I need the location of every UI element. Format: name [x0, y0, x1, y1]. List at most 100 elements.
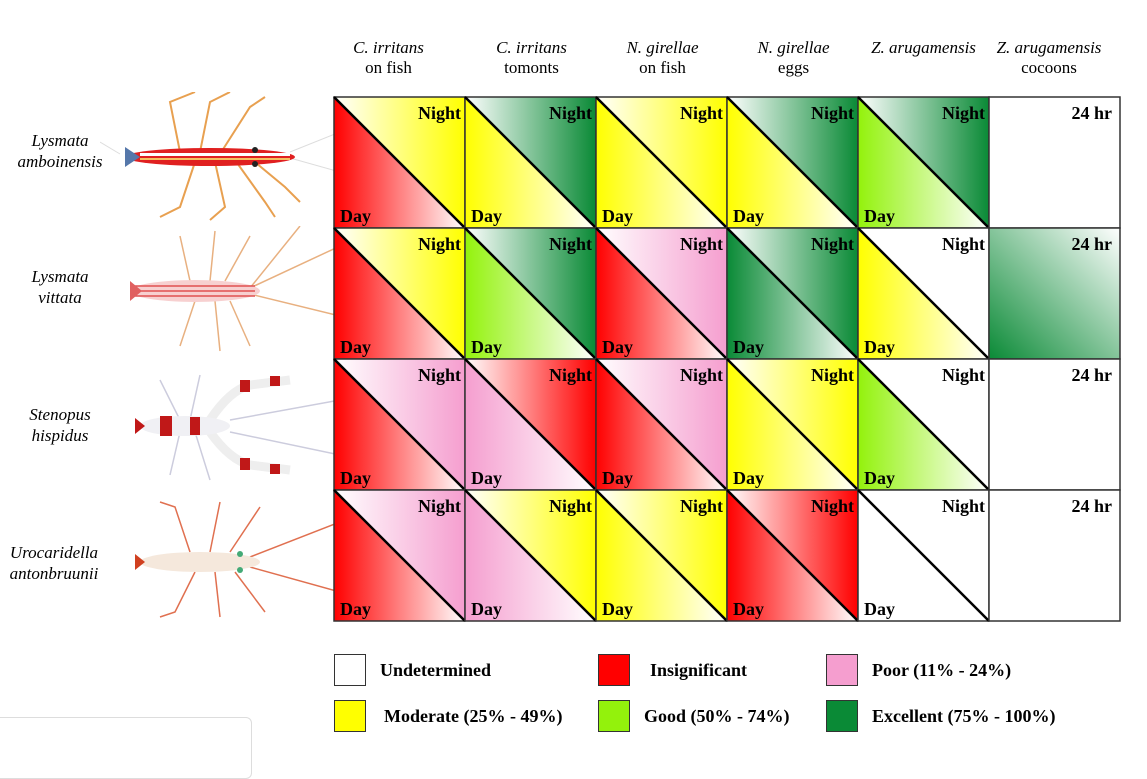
cell-diagonal — [595, 96, 728, 229]
cell-diagonal — [595, 227, 728, 360]
cell-label-night: Night — [418, 365, 461, 385]
cell-diagonal — [857, 489, 990, 622]
cell-label-night: Night — [549, 365, 592, 385]
cell-label-night: Night — [942, 103, 985, 123]
column-header: Z. arugamensis — [858, 38, 989, 58]
cell-label-day: Day — [733, 337, 764, 357]
legend-label: Poor (11% - 24%) — [872, 659, 1012, 680]
cell-diagonal — [726, 489, 859, 622]
shrimp-illustration-lysmata-vittata — [130, 226, 340, 352]
cell-24hr-excellent — [988, 227, 1121, 360]
cell-label-day: Day — [864, 599, 895, 619]
legend-item-poor: Poor (11% - 24%) — [826, 654, 1011, 686]
predation-matrix: Night Day Night Day Night Day Night Day Night Day… — [333, 96, 1121, 622]
cell-label-day: Day — [471, 206, 502, 226]
cell-diagonal — [333, 358, 466, 491]
legend-item-excellent: Excellent (75% - 100%) — [826, 700, 1055, 732]
column-target: eggs — [777, 58, 810, 77]
cell-label-day: Day — [864, 468, 895, 488]
column-species: Z. arugamensis — [996, 38, 1102, 57]
legend-swatch — [334, 700, 366, 732]
column-header: N. girellae on fish — [597, 38, 728, 78]
shrimp-illustration-stenopus-hispidus — [135, 374, 340, 481]
cell-label-24hr: 24 hr — [1072, 365, 1113, 385]
cell-label-day: Day — [471, 468, 502, 488]
cell-label-day: Day — [864, 206, 895, 226]
legend-label: Insignificant — [650, 659, 748, 680]
cell-diagonal — [857, 96, 990, 229]
cell-label-day: Day — [340, 468, 371, 488]
column-species: Z. arugamensis — [871, 38, 976, 57]
cell-label-day: Day — [471, 337, 502, 357]
cell-label-day: Day — [864, 337, 895, 357]
cell-label-night: Night — [418, 234, 461, 254]
column-header: C. irritans on fish — [323, 38, 454, 78]
cell-label-day: Day — [602, 599, 633, 619]
row-label: Urocaridella antonbruunii — [0, 542, 114, 584]
column-target: on fish — [639, 58, 686, 77]
cell-label-day: Day — [733, 599, 764, 619]
cell-label-night: Night — [549, 234, 592, 254]
shrimp-illustration-lysmata-amboinensis — [100, 92, 340, 221]
cell-24hr-undetermined — [988, 96, 1121, 229]
legend-swatch — [826, 700, 858, 732]
cell-24hr-undetermined — [988, 489, 1121, 622]
cell-label-24hr: 24 hr — [1072, 234, 1113, 254]
row-species: antonbruunii — [9, 564, 99, 583]
cell-diagonal — [595, 489, 728, 622]
cell-label-night: Night — [811, 234, 854, 254]
row-genus: Lysmata — [31, 267, 89, 286]
cell-label-night: Night — [418, 103, 461, 123]
cell-label-night: Night — [942, 365, 985, 385]
cell-diagonal — [333, 227, 466, 360]
cell-label-night: Night — [549, 496, 592, 516]
column-header: Z. arugamensis cocoons — [990, 38, 1108, 78]
cell-label-night: Night — [680, 496, 723, 516]
cell-label-day: Day — [602, 468, 633, 488]
cell-diagonal — [726, 96, 859, 229]
cell-diagonal — [857, 358, 990, 491]
cell-label-night: Night — [680, 103, 723, 123]
column-target: on fish — [365, 58, 412, 77]
cell-diagonal — [464, 489, 597, 622]
column-species: N. girellae — [626, 38, 699, 57]
cell-label-day: Day — [602, 206, 633, 226]
cell-label-day: Day — [602, 337, 633, 357]
column-target: cocoons — [1021, 58, 1077, 77]
row-label: Lysmata vittata — [0, 266, 120, 308]
cell-label-night: Night — [811, 496, 854, 516]
legend-swatch — [334, 654, 366, 686]
cell-label-day: Day — [340, 337, 371, 357]
cell-diagonal — [595, 358, 728, 491]
cell-diagonal — [333, 96, 466, 229]
cell-diagonal — [464, 358, 597, 491]
row-species: hispidus — [31, 426, 89, 445]
cell-label-day: Day — [733, 468, 764, 488]
shrimp-illustration-urocaridella-antonbruunii — [135, 501, 340, 618]
legend-swatch — [598, 654, 630, 686]
legend-swatch — [598, 700, 630, 732]
legend-label: Undetermined — [380, 659, 491, 680]
column-species: C. irritans — [353, 38, 424, 57]
row-species: amboinensis — [17, 152, 103, 171]
cell-label-day: Day — [733, 206, 764, 226]
column-species: C. irritans — [496, 38, 567, 57]
cell-diagonal — [464, 96, 597, 229]
legend-item-undetermined: Undetermined — [334, 654, 491, 686]
column-target: tomonts — [504, 58, 559, 77]
row-species: vittata — [38, 288, 82, 307]
cell-diagonal — [464, 227, 597, 360]
row-genus: Urocaridella — [9, 543, 99, 562]
cell-label-night: Night — [811, 103, 854, 123]
cell-label-night: Night — [942, 234, 985, 254]
cell-label-night: Night — [680, 365, 723, 385]
cell-diagonal — [726, 358, 859, 491]
cell-label-day: Day — [340, 599, 371, 619]
cell-diagonal — [333, 489, 466, 622]
cell-label-night: Night — [942, 496, 985, 516]
row-genus: Lysmata — [31, 131, 89, 150]
cell-label-night: Night — [680, 234, 723, 254]
cell-label-night: Night — [811, 365, 854, 385]
cell-label-24hr: 24 hr — [1072, 103, 1113, 123]
row-label: Lysmata amboinensis — [0, 130, 120, 172]
